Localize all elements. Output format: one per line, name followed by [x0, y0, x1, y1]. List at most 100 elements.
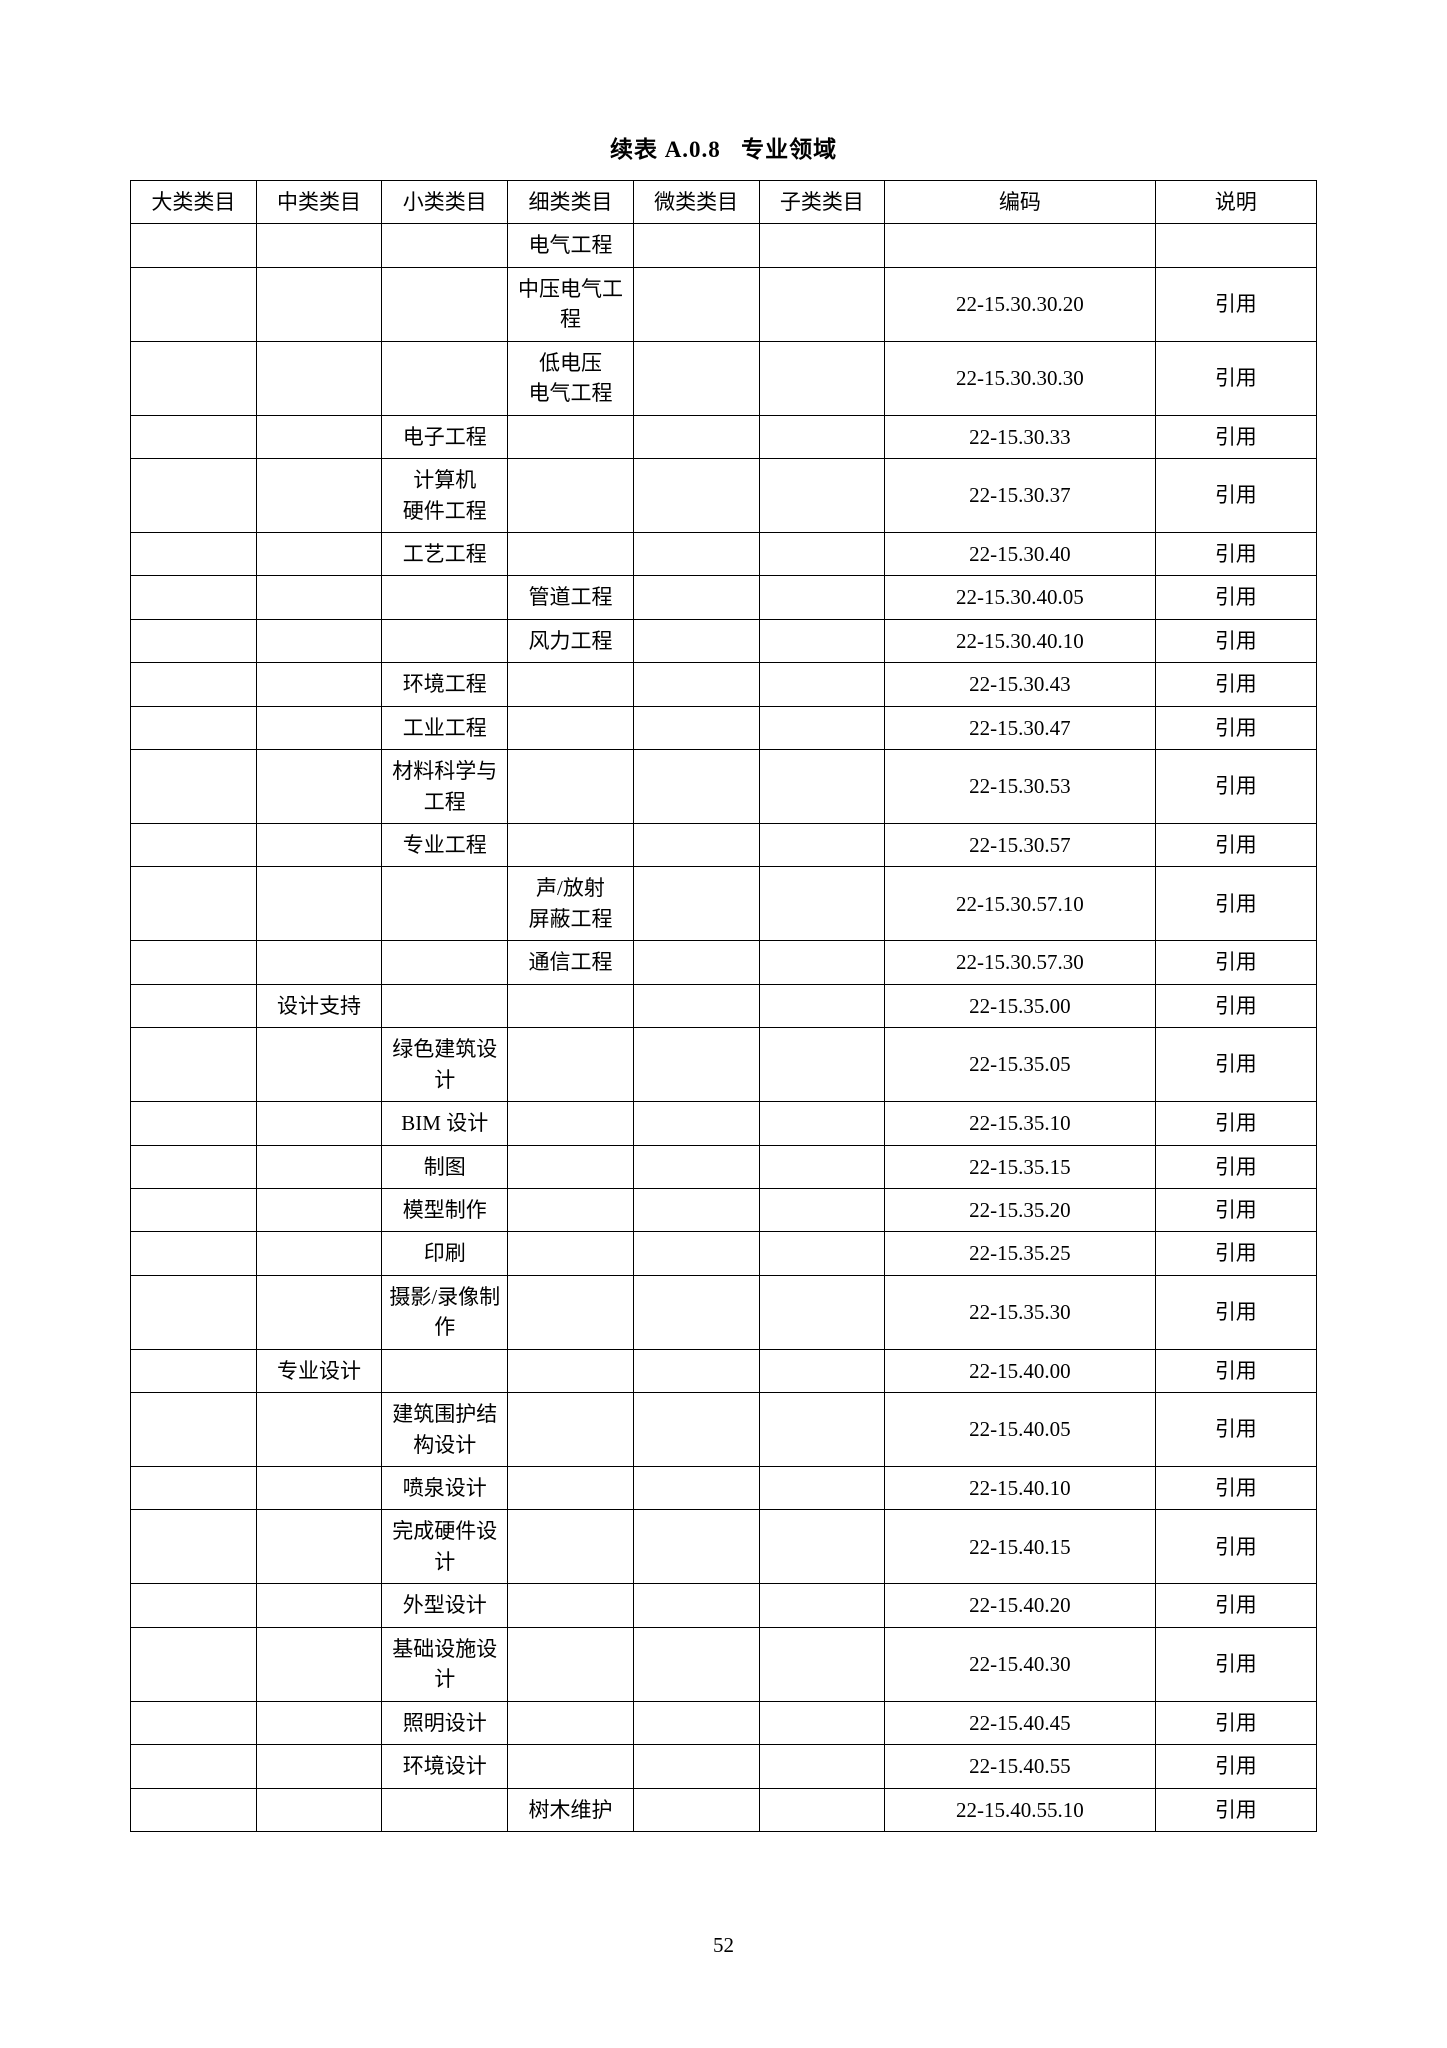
table-cell — [633, 1510, 759, 1584]
table-cell: 风力工程 — [508, 619, 634, 662]
table-cell — [382, 941, 508, 984]
table-row: 建筑围护结构设计22-15.40.05引用 — [131, 1393, 1317, 1467]
col-header: 细类类目 — [508, 181, 634, 224]
table-cell — [633, 663, 759, 706]
table-cell — [131, 706, 257, 749]
table-cell — [508, 706, 634, 749]
table-row: 环境设计22-15.40.55引用 — [131, 1745, 1317, 1788]
table-cell — [256, 532, 382, 575]
table-cell — [382, 1788, 508, 1831]
table-cell — [131, 1028, 257, 1102]
table-cell — [633, 1232, 759, 1275]
table-cell — [131, 1701, 257, 1744]
table-cell — [256, 619, 382, 662]
table-cell — [256, 663, 382, 706]
table-cell — [131, 224, 257, 267]
table-cell: 引用 — [1155, 663, 1316, 706]
table-cell — [885, 224, 1155, 267]
table-cell: 引用 — [1155, 1102, 1316, 1145]
table-cell — [256, 1788, 382, 1831]
table-cell — [759, 267, 885, 341]
table-cell — [633, 1788, 759, 1831]
table-row: 喷泉设计22-15.40.10引用 — [131, 1467, 1317, 1510]
table-cell — [759, 1102, 885, 1145]
table-cell: 引用 — [1155, 459, 1316, 533]
table-row: 基础设施设计22-15.40.30引用 — [131, 1627, 1317, 1701]
table-cell — [759, 706, 885, 749]
table-cell: 22-15.40.20 — [885, 1584, 1155, 1627]
table-cell — [131, 1145, 257, 1188]
table-cell — [759, 663, 885, 706]
table-cell — [382, 1349, 508, 1392]
table-cell: 树木维护 — [508, 1788, 634, 1831]
table-cell — [508, 1232, 634, 1275]
table-cell — [508, 1349, 634, 1392]
table-cell — [131, 824, 257, 867]
table-cell — [759, 459, 885, 533]
table-cell: 外型设计 — [382, 1584, 508, 1627]
table-cell: 引用 — [1155, 415, 1316, 458]
table-cell: 22-15.30.40.10 — [885, 619, 1155, 662]
table-cell — [508, 824, 634, 867]
table-cell: 模型制作 — [382, 1188, 508, 1231]
table-cell: 工艺工程 — [382, 532, 508, 575]
table-cell: 22-15.30.30.20 — [885, 267, 1155, 341]
table-cell: 22-15.30.40 — [885, 532, 1155, 575]
table-cell — [633, 1102, 759, 1145]
table-cell — [131, 1102, 257, 1145]
table-cell: 22-15.40.15 — [885, 1510, 1155, 1584]
table-row: 设计支持22-15.35.00引用 — [131, 984, 1317, 1027]
table-cell — [256, 1701, 382, 1744]
table-cell — [633, 867, 759, 941]
table-row: 专业工程22-15.30.57引用 — [131, 824, 1317, 867]
table-cell: 基础设施设计 — [382, 1627, 508, 1701]
table-cell — [633, 1745, 759, 1788]
table-cell — [256, 341, 382, 415]
table-cell: 引用 — [1155, 1467, 1316, 1510]
table-cell — [633, 1627, 759, 1701]
table-cell: 环境设计 — [382, 1745, 508, 1788]
table-cell: 引用 — [1155, 532, 1316, 575]
col-header: 说明 — [1155, 181, 1316, 224]
table-cell — [256, 1467, 382, 1510]
table-row: 工业工程22-15.30.47引用 — [131, 706, 1317, 749]
table-cell: 22-15.30.53 — [885, 750, 1155, 824]
table-cell: 引用 — [1155, 941, 1316, 984]
table-cell: 22-15.35.30 — [885, 1275, 1155, 1349]
table-cell — [759, 1467, 885, 1510]
table-cell — [633, 941, 759, 984]
table-cell: 环境工程 — [382, 663, 508, 706]
table-cell: 引用 — [1155, 1275, 1316, 1349]
table-cell — [759, 1788, 885, 1831]
col-header: 小类类目 — [382, 181, 508, 224]
table-cell — [131, 532, 257, 575]
table-cell — [633, 341, 759, 415]
table-cell: 22-15.40.10 — [885, 1467, 1155, 1510]
table-cell — [256, 459, 382, 533]
table-row: 外型设计22-15.40.20引用 — [131, 1584, 1317, 1627]
caption-suffix: 专业领域 — [741, 137, 837, 162]
table-cell — [633, 619, 759, 662]
table-row: 专业设计22-15.40.00引用 — [131, 1349, 1317, 1392]
table-cell: 引用 — [1155, 824, 1316, 867]
table-cell — [256, 1145, 382, 1188]
table-cell: 照明设计 — [382, 1701, 508, 1744]
table-cell: 22-15.30.30.30 — [885, 341, 1155, 415]
table-cell — [508, 459, 634, 533]
table-cell — [633, 1701, 759, 1744]
table-cell: 引用 — [1155, 1701, 1316, 1744]
table-cell — [131, 663, 257, 706]
table-cell: 引用 — [1155, 984, 1316, 1027]
table-cell: 引用 — [1155, 1510, 1316, 1584]
table-cell — [508, 663, 634, 706]
table-cell: 22-15.40.00 — [885, 1349, 1155, 1392]
table-cell — [759, 941, 885, 984]
table-cell: 22-15.30.47 — [885, 706, 1155, 749]
table-cell — [759, 1145, 885, 1188]
table-cell — [759, 1510, 885, 1584]
table-cell: 引用 — [1155, 341, 1316, 415]
table-cell: 通信工程 — [508, 941, 634, 984]
col-header: 微类类目 — [633, 181, 759, 224]
table-cell — [633, 1145, 759, 1188]
table-cell — [131, 1467, 257, 1510]
